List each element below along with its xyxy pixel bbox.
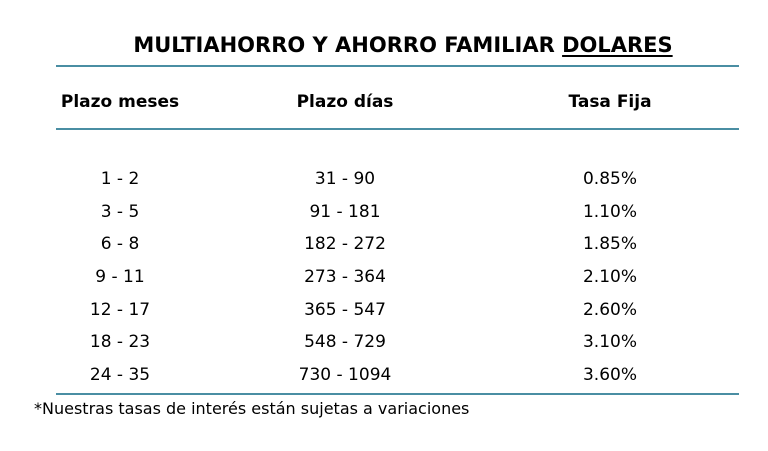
header-days: Plazo días (296, 92, 394, 112)
cell-months: 3 - 5 (100, 201, 140, 222)
cell-rate: 1.85% (582, 234, 637, 255)
cell-months: 6 - 8 (100, 234, 140, 255)
cell-months: 24 - 35 (89, 365, 151, 386)
header-rate: Tasa Fija (568, 92, 652, 112)
bottom-rule (56, 393, 739, 395)
cell-days: 273 - 364 (304, 267, 386, 288)
cell-rate: 3.60% (582, 365, 637, 386)
table-title-prefix: MULTIAHORRO Y AHORRO FAMILIAR (133, 33, 563, 57)
table-title-currency: DOLARES (562, 33, 673, 57)
cell-days: 182 - 272 (304, 234, 386, 255)
cell-rate: 3.10% (582, 332, 637, 353)
cell-rate: 1.10% (582, 201, 637, 222)
table-row: 6 - 8 182 - 272 1.85% (0, 234, 768, 267)
header-months: Plazo meses (60, 92, 180, 112)
table-row: 1 - 2 31 - 90 0.85% (0, 169, 768, 202)
cell-months: 1 - 2 (100, 169, 140, 189)
table-row: 12 - 17 365 - 547 2.60% (0, 300, 768, 333)
cell-rate: 2.60% (582, 299, 637, 320)
cell-days: 730 - 1094 (298, 365, 392, 386)
cell-months: 9 - 11 (95, 267, 145, 288)
cell-months: 12 - 17 (89, 299, 151, 320)
rate-table-body: 1 - 2 31 - 90 0.85% 3 - 5 91 - 181 1.10%… (0, 169, 768, 398)
table-row: 24 - 35 730 - 1094 3.60% (0, 365, 768, 398)
cell-rate: 0.85% (582, 169, 637, 189)
table-row: 3 - 5 91 - 181 1.10% (0, 202, 768, 235)
cell-days: 91 - 181 (309, 201, 381, 222)
cell-days: 31 - 90 (314, 169, 376, 189)
footnote: *Nuestras tasas de interés están sujetas… (34, 399, 470, 418)
cell-days: 365 - 547 (304, 299, 386, 320)
header-rule (56, 128, 739, 130)
table-row: 18 - 23 548 - 729 3.10% (0, 332, 768, 365)
table-title: MULTIAHORRO Y AHORRO FAMILIAR DOLARES (62, 33, 744, 57)
top-rule (56, 65, 739, 67)
cell-rate: 2.10% (582, 267, 637, 288)
table-row: 9 - 11 273 - 364 2.10% (0, 267, 768, 300)
cell-days: 548 - 729 (304, 332, 386, 353)
cell-months: 18 - 23 (89, 332, 151, 353)
